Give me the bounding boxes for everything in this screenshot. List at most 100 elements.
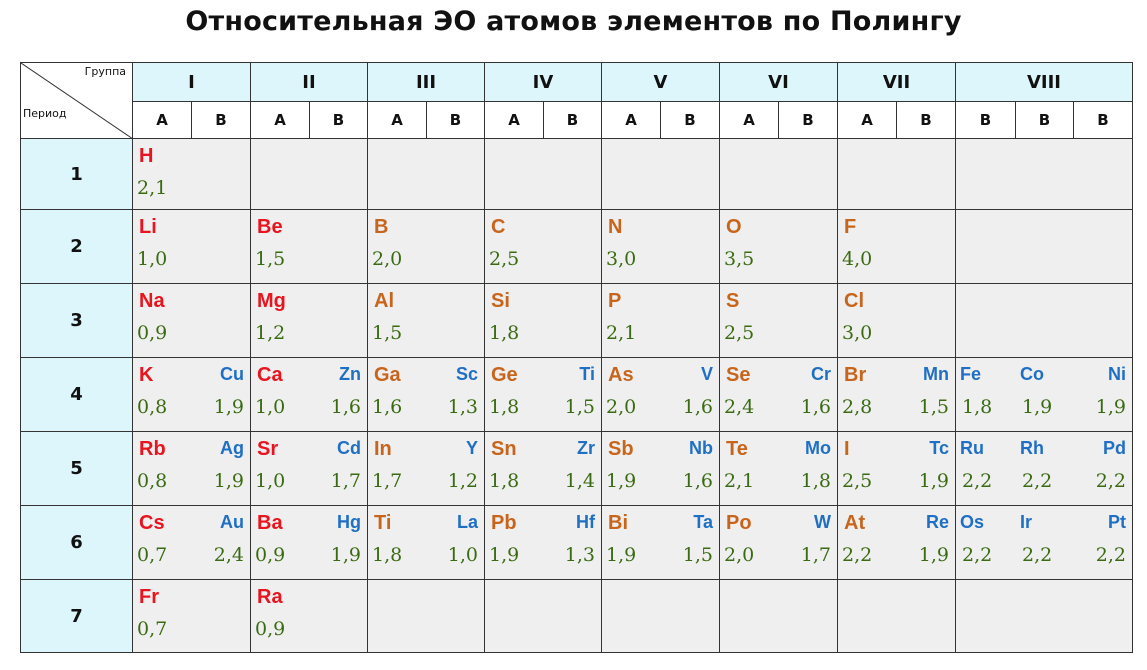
- element-symbol: Se: [726, 364, 751, 386]
- electronegativity-value: 2,2: [1095, 544, 1126, 566]
- element-symbol: Hf: [576, 512, 595, 532]
- electronegativity-value: 1,9: [918, 544, 949, 566]
- electronegativity-value: 2,1: [606, 322, 637, 344]
- element-symbol: Ti: [374, 512, 392, 534]
- element-symbol: V: [700, 364, 713, 384]
- element-symbol: Mn: [923, 364, 949, 384]
- element-symbol: In: [374, 438, 392, 460]
- element-cell: Ra 0,9: [250, 579, 368, 653]
- element-cell: As 2,0 V 1,6: [601, 357, 720, 432]
- element-cell: [837, 579, 956, 653]
- element-cell: [367, 138, 485, 210]
- element-cell: K 0,8 Cu 1,9: [132, 357, 251, 432]
- element-symbol: Os: [960, 512, 985, 532]
- element-symbol: Au: [220, 512, 244, 532]
- period-axis-label: Период: [23, 107, 67, 120]
- element-cell: H 2,1: [132, 138, 251, 210]
- electronegativity-value: 0,8: [137, 470, 168, 492]
- electronegativity-value: 1,3: [564, 544, 595, 566]
- electronegativity-value: 2,1: [137, 177, 168, 199]
- element-symbol: Po: [726, 512, 752, 534]
- element-cell: [955, 579, 1133, 653]
- element-symbol: F: [844, 216, 857, 238]
- electronegativity-value: 1,9: [213, 470, 244, 492]
- electronegativity-value: 2,2: [1095, 470, 1126, 492]
- electronegativity-value: 1,7: [330, 470, 361, 492]
- element-cell: Br 2,8 Mn 1,5: [837, 357, 956, 432]
- element-cell: [837, 138, 956, 210]
- element-symbol: Ir: [1020, 512, 1033, 532]
- element-symbol: N: [608, 216, 623, 238]
- electronegativity-value: 1,6: [682, 396, 713, 418]
- element-symbol: C: [491, 216, 506, 238]
- element-cell: [955, 209, 1133, 284]
- electronegativity-value: 1,3: [447, 396, 478, 418]
- element-cell: [719, 138, 838, 210]
- electronegativity-value: 0,8: [137, 396, 168, 418]
- element-symbol: Si: [491, 290, 510, 312]
- element-symbol: B: [374, 216, 389, 238]
- element-symbol: Cd: [337, 438, 361, 458]
- electronegativity-value: 1,9: [330, 544, 361, 566]
- electronegativity-value: 2,1: [724, 470, 755, 492]
- electronegativity-value: 1,6: [372, 396, 403, 418]
- group-axis-label: Группа: [84, 65, 126, 78]
- electronegativity-value: 1,8: [489, 322, 520, 344]
- element-symbol: Sr: [257, 438, 279, 460]
- element-cell: Sr 1,0 Cd 1,7: [250, 431, 368, 506]
- element-cell: [484, 579, 602, 653]
- element-cell: Ge 1,8 Ti 1,5: [484, 357, 602, 432]
- subgroup-header-row: A B A B A B A B A B A B A B B B B: [21, 101, 1133, 139]
- period-header: 3: [20, 283, 133, 358]
- element-symbol: Sb: [608, 438, 634, 460]
- element-symbol: At: [844, 512, 866, 534]
- element-cell: Li 1,0: [132, 209, 251, 284]
- period-row: 6 Cs 0,7 Au 2,4 Ba 0,9 Hg 1,9 Ti 1,8 La 1,0 Pb 1,9 Hf 1,…: [20, 505, 1133, 580]
- element-cell: Fe 1,8 Co 1,9 Ni 1,9: [955, 357, 1133, 432]
- element-symbol: Ru: [960, 438, 984, 458]
- element-symbol: S: [726, 290, 740, 312]
- element-symbol: Co: [1020, 364, 1044, 384]
- element-symbol: Na: [139, 290, 165, 312]
- element-cell: Po 2,0 W 1,7: [719, 505, 838, 580]
- group-header: II: [250, 62, 368, 102]
- element-symbol: Y: [465, 438, 478, 458]
- electronegativity-value: 1,9: [606, 544, 637, 566]
- element-symbol: Ba: [257, 512, 283, 534]
- electronegativity-value: 2,2: [842, 544, 873, 566]
- element-cell: Sb 1,9 Nb 1,6: [601, 431, 720, 506]
- electronegativity-value: 2,2: [962, 544, 993, 566]
- element-symbol: Pd: [1102, 438, 1126, 458]
- electronegativity-value: 0,9: [255, 618, 286, 640]
- element-cell: In 1,7 Y 1,2: [367, 431, 485, 506]
- electronegativity-value: 1,2: [447, 470, 478, 492]
- electronegativity-value: 2,0: [372, 248, 403, 270]
- electronegativity-value: 1,8: [372, 544, 403, 566]
- electronegativity-value: 1,9: [213, 396, 244, 418]
- group-header: VIII: [955, 62, 1133, 102]
- corner-diagonal: [21, 63, 132, 138]
- subgroup-header: A: [484, 101, 544, 139]
- element-cell: N 3,0: [601, 209, 720, 284]
- subgroup-header: B: [543, 101, 602, 139]
- element-cell: Te 2,1 Mo 1,8: [719, 431, 838, 506]
- element-cell: Mg 1,2: [250, 283, 368, 358]
- element-symbol: As: [608, 364, 634, 386]
- element-symbol: Sc: [455, 364, 478, 384]
- element-symbol: Fe: [960, 364, 982, 384]
- subgroup-header: A: [837, 101, 897, 139]
- period-row: 5 Rb 0,8 Ag 1,9 Sr 1,0 Cd 1,7 In 1,7 Y 1,2 Sn 1,8 Zr 1,4…: [20, 431, 1133, 506]
- period-row: 1 H 2,1: [20, 138, 1133, 210]
- electronegativity-value: 1,0: [255, 396, 286, 418]
- element-symbol: O: [726, 216, 742, 238]
- electronegativity-value: 4,0: [842, 248, 873, 270]
- element-symbol: La: [456, 512, 478, 532]
- electronegativity-value: 3,0: [606, 248, 637, 270]
- period-row: 3 Na 0,9 Mg 1,2 Al 1,5 Si 1,8 P 2,1 S 2,5 Cl 3,0: [20, 283, 1133, 358]
- element-cell: Cs 0,7 Au 2,4: [132, 505, 251, 580]
- subgroup-header: B: [309, 101, 368, 139]
- electronegativity-value: 0,7: [137, 544, 168, 566]
- element-cell: Ba 0,9 Hg 1,9: [250, 505, 368, 580]
- element-cell: Ca 1,0 Zn 1,6: [250, 357, 368, 432]
- electronegativity-value: 1,8: [800, 470, 831, 492]
